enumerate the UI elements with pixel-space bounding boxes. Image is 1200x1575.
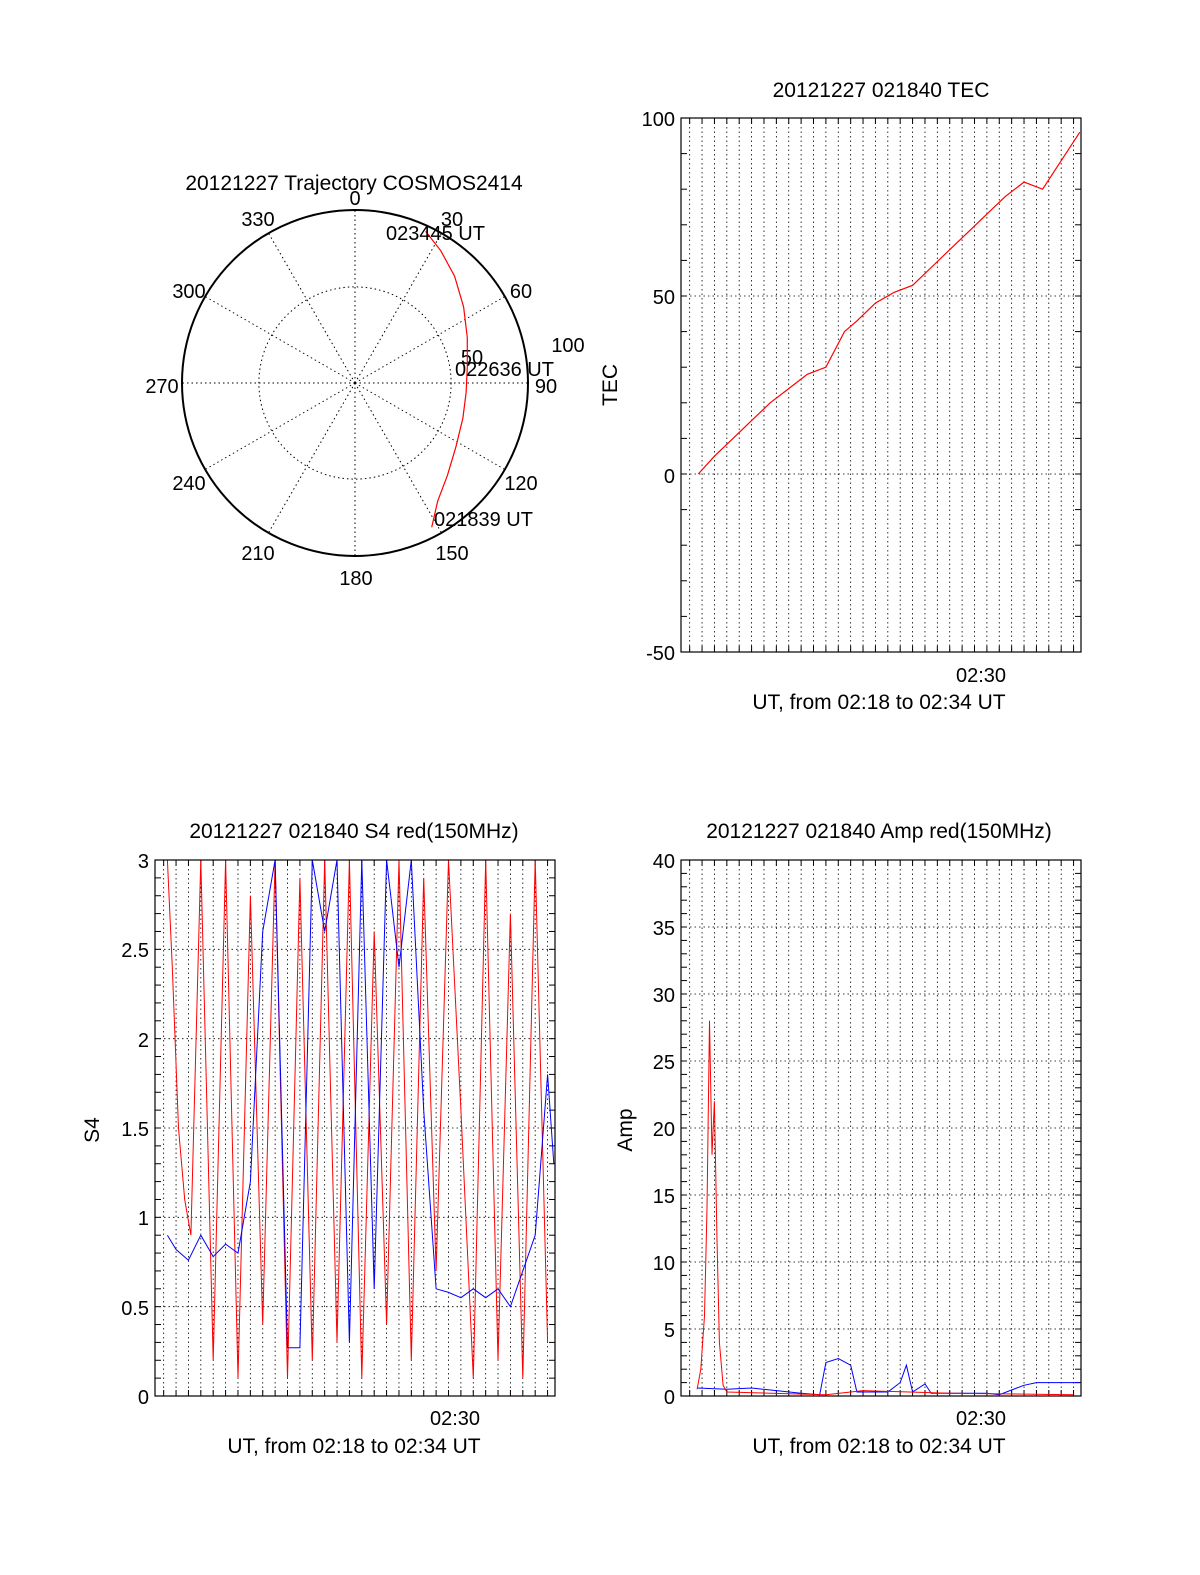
amp-y-axis-label: Amp bbox=[614, 1108, 637, 1151]
track-end-label: 023445 UT bbox=[386, 223, 485, 245]
amp-x-axis-label: UT, from 02:18 to 02:34 UT bbox=[752, 1435, 1005, 1458]
polar-grid-spoke bbox=[354, 382, 442, 534]
amp-y-tick-label: 10 bbox=[653, 1253, 675, 1275]
polar-angle-label: 210 bbox=[241, 543, 274, 565]
polar-angle-label: 0 bbox=[349, 188, 360, 210]
amp-y-tick-label: 0 bbox=[664, 1387, 675, 1409]
polar-angle-label: 300 bbox=[172, 281, 205, 303]
amp-series-blue bbox=[697, 1357, 1080, 1396]
tec-panel: 20121227 021840 TEC 100 50 0 -50 02:30 U… bbox=[599, 79, 1082, 714]
amp-panel: 20121227 021840 Amp red(150MHz) 40 35 30… bbox=[614, 820, 1082, 1458]
amp-y-tick-label: 30 bbox=[653, 985, 675, 1007]
amp-title: 20121227 021840 Amp red(150MHz) bbox=[706, 820, 1052, 843]
amp-axes-frame bbox=[680, 859, 1082, 1397]
s4-y-tick-label: 0.5 bbox=[121, 1298, 149, 1320]
s4-panel: 20121227 021840 S4 red(150MHz) 3 2.5 2 1… bbox=[81, 820, 556, 1458]
polar-angle-label: 120 bbox=[504, 473, 537, 495]
amp-series-red bbox=[696, 1020, 1074, 1396]
s4-y-tick-label: 1.5 bbox=[121, 1119, 149, 1141]
polar-grid-spoke bbox=[268, 382, 356, 534]
polar-title: 20121227 Trajectory COSMOS2414 bbox=[185, 172, 523, 195]
amp-grid bbox=[681, 859, 1081, 1397]
tec-ticks bbox=[681, 117, 1081, 653]
polar-angle-label: 180 bbox=[339, 568, 372, 590]
polar-grid-spoke bbox=[354, 382, 506, 470]
track-start-label: 021839 UT bbox=[434, 509, 533, 531]
tec-x-tick-label: 02:30 bbox=[956, 665, 1006, 687]
polar-angle-label: 30 bbox=[441, 209, 463, 231]
polar-angle-label: 90 bbox=[535, 376, 557, 398]
polar-outer-ring bbox=[181, 209, 529, 557]
polar-radius-label: 100 bbox=[551, 335, 584, 357]
s4-y-tick-label: 0 bbox=[138, 1387, 149, 1409]
track-mid-label: 022636 UT bbox=[455, 359, 554, 381]
polar-angle-label: 330 bbox=[241, 209, 274, 231]
tec-x-axis-label: UT, from 02:18 to 02:34 UT bbox=[752, 691, 1005, 714]
tec-title: 20121227 021840 TEC bbox=[773, 79, 990, 102]
s4-y-tick-label: 2.5 bbox=[121, 940, 149, 962]
amp-y-tick-label: 5 bbox=[664, 1320, 675, 1342]
polar-grid-spoke bbox=[268, 232, 356, 384]
amp-y-tick-label: 35 bbox=[653, 918, 675, 940]
polar-angle-label: 240 bbox=[172, 473, 205, 495]
polar-grid-spoke bbox=[354, 296, 506, 384]
polar-grid-spoke bbox=[354, 232, 442, 384]
s4-x-tick-label: 02:30 bbox=[430, 1408, 480, 1430]
amp-y-tick-label: 15 bbox=[653, 1186, 675, 1208]
tec-grid bbox=[681, 117, 1081, 653]
tec-y-tick-label: -50 bbox=[646, 643, 675, 665]
amp-y-tick-labels: 40 35 30 25 20 15 10 5 0 bbox=[653, 851, 675, 1409]
polar-grid-spoke bbox=[204, 382, 356, 470]
s4-ticks bbox=[155, 859, 555, 1397]
polar-grid-ring bbox=[258, 286, 452, 480]
polar-angle-label: 60 bbox=[510, 281, 532, 303]
polar-trajectory-panel: 20121227 Trajectory COSMOS2414 0 30 60 9… bbox=[145, 172, 584, 590]
s4-title: 20121227 021840 S4 red(150MHz) bbox=[189, 820, 518, 843]
polar-grid-spoke bbox=[204, 296, 356, 384]
polar-radius-label: 50 bbox=[461, 347, 483, 369]
s4-y-tick-label: 2 bbox=[138, 1030, 149, 1052]
amp-y-tick-label: 40 bbox=[653, 851, 675, 873]
tec-y-tick-labels: 100 50 0 -50 bbox=[642, 109, 675, 665]
s4-series-red bbox=[166, 859, 549, 1379]
s4-y-tick-label: 3 bbox=[138, 851, 149, 873]
tec-series-red bbox=[697, 131, 1081, 475]
s4-y-tick-label: 1 bbox=[138, 1208, 149, 1230]
s4-y-axis-label: S4 bbox=[81, 1117, 104, 1143]
tec-axes-frame bbox=[680, 117, 1082, 653]
polar-angle-labels: 0 30 60 90 120 150 180 210 240 270 300 3… bbox=[145, 188, 557, 590]
polar-angle-label: 150 bbox=[435, 543, 468, 565]
s4-axes-frame bbox=[154, 859, 556, 1397]
polar-angle-label: 270 bbox=[145, 376, 178, 398]
s4-y-tick-labels: 3 2.5 2 1.5 1 0.5 0 bbox=[121, 851, 149, 1409]
tec-y-axis-label: TEC bbox=[599, 364, 622, 406]
polar-grid bbox=[182, 210, 528, 556]
tec-y-tick-label: 0 bbox=[664, 466, 675, 488]
trajectory-track bbox=[425, 231, 468, 528]
amp-x-tick-label: 02:30 bbox=[956, 1408, 1006, 1430]
s4-x-axis-label: UT, from 02:18 to 02:34 UT bbox=[227, 1435, 480, 1458]
amp-y-tick-label: 25 bbox=[653, 1052, 675, 1074]
tec-y-tick-label: 50 bbox=[653, 287, 675, 309]
amp-y-tick-label: 20 bbox=[653, 1119, 675, 1141]
tec-y-tick-label: 100 bbox=[642, 109, 675, 131]
